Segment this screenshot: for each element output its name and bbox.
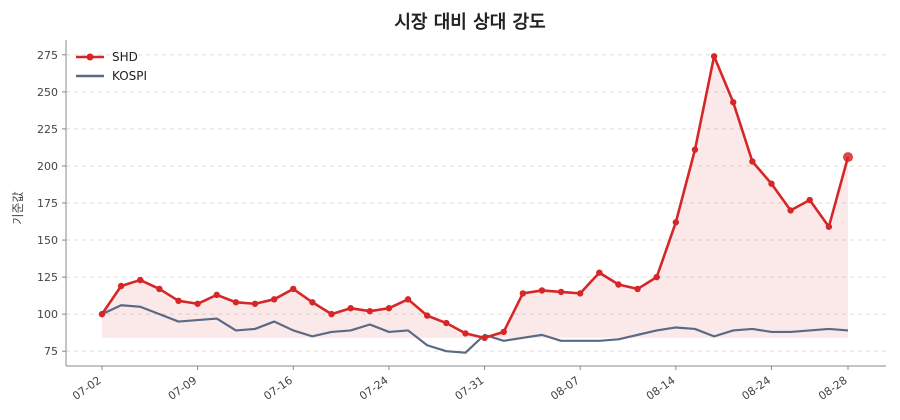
- shd-data-point: [347, 305, 354, 312]
- x-tick-label: 07-16: [261, 374, 295, 403]
- shd-data-point: [462, 330, 469, 337]
- y-tick-label: 150: [37, 234, 58, 247]
- shd-data-point: [137, 276, 144, 284]
- shd-data-point: [251, 300, 259, 307]
- shd-data-point: [500, 328, 507, 336]
- shd-data-point: [806, 196, 813, 204]
- shd-data-point: [634, 285, 641, 293]
- shd-data-point: [385, 305, 393, 312]
- shd-data-point: [691, 146, 699, 153]
- y-tick-label: 175: [37, 197, 58, 210]
- y-tick-label: 225: [37, 123, 58, 136]
- shd-data-point: [825, 223, 833, 230]
- shd-series-line: [100, 54, 850, 340]
- shd-data-point: [481, 334, 488, 342]
- shd-data-point: [577, 290, 584, 297]
- shd-data-point: [538, 287, 546, 294]
- x-tick-label: 08-24: [740, 374, 774, 403]
- chart-title: 시장 대비 상대 강도: [394, 12, 545, 33]
- y-tick-label: 125: [37, 271, 58, 284]
- shd-data-point: [557, 288, 565, 296]
- shd-data-point: [768, 180, 775, 187]
- shd-data-point: [98, 310, 106, 318]
- x-tick-label: 08-28: [816, 374, 850, 403]
- y-tick-label: 200: [37, 160, 58, 173]
- x-tick-label: 08-07: [548, 374, 582, 403]
- shd-data-point: [366, 307, 373, 315]
- shd-data-point: [328, 310, 335, 318]
- shd-data-point: [290, 285, 297, 293]
- y-tick-label: 75: [44, 345, 58, 358]
- shd-data-point: [232, 299, 240, 306]
- shd-data-point: [596, 269, 603, 276]
- shd-data-point: [423, 312, 431, 319]
- legend-kospi-label: KOSPI: [112, 69, 147, 83]
- shd-data-point: [270, 296, 278, 303]
- shd-data-point: [710, 53, 718, 60]
- shd-data-point: [615, 281, 622, 288]
- shd-data-point: [672, 219, 680, 226]
- x-tick-label: 07-02: [70, 374, 104, 403]
- shd-data-point: [653, 273, 660, 281]
- y-tick-label: 250: [37, 86, 58, 99]
- legend-shd-marker: [86, 53, 94, 61]
- shd-data-point: [175, 297, 182, 304]
- y-axis-label: 기준값: [11, 191, 25, 224]
- shd-data-point: [787, 207, 794, 214]
- shd-data-point: [519, 290, 527, 297]
- legend: SHD KOSPI: [76, 50, 147, 83]
- shd-data-point: [749, 158, 756, 165]
- shd-data-point: [117, 282, 125, 290]
- shd-data-point: [156, 285, 163, 293]
- shd-data-point: [309, 299, 316, 306]
- kospi-series-line: [101, 304, 849, 354]
- shd-area-fill: [102, 56, 848, 338]
- shd-data-point: [194, 300, 201, 307]
- y-tick-label: 275: [37, 49, 58, 62]
- series-layer: [98, 53, 853, 354]
- x-tick-label: 07-31: [453, 374, 487, 403]
- grid-layer: [66, 54, 886, 352]
- shd-data-point: [443, 319, 450, 327]
- x-tick-label: 07-24: [357, 374, 391, 403]
- shd-data-point: [730, 99, 737, 106]
- shd-last-point: [843, 152, 853, 163]
- shd-data-point: [404, 296, 412, 303]
- shd-data-point: [213, 291, 220, 299]
- x-tick-label: 07-09: [166, 374, 200, 403]
- x-tick-label: 08-14: [644, 374, 678, 403]
- y-tick-label: 100: [37, 308, 58, 321]
- legend-shd-label: SHD: [112, 50, 138, 64]
- area-fill-layer: [102, 56, 848, 338]
